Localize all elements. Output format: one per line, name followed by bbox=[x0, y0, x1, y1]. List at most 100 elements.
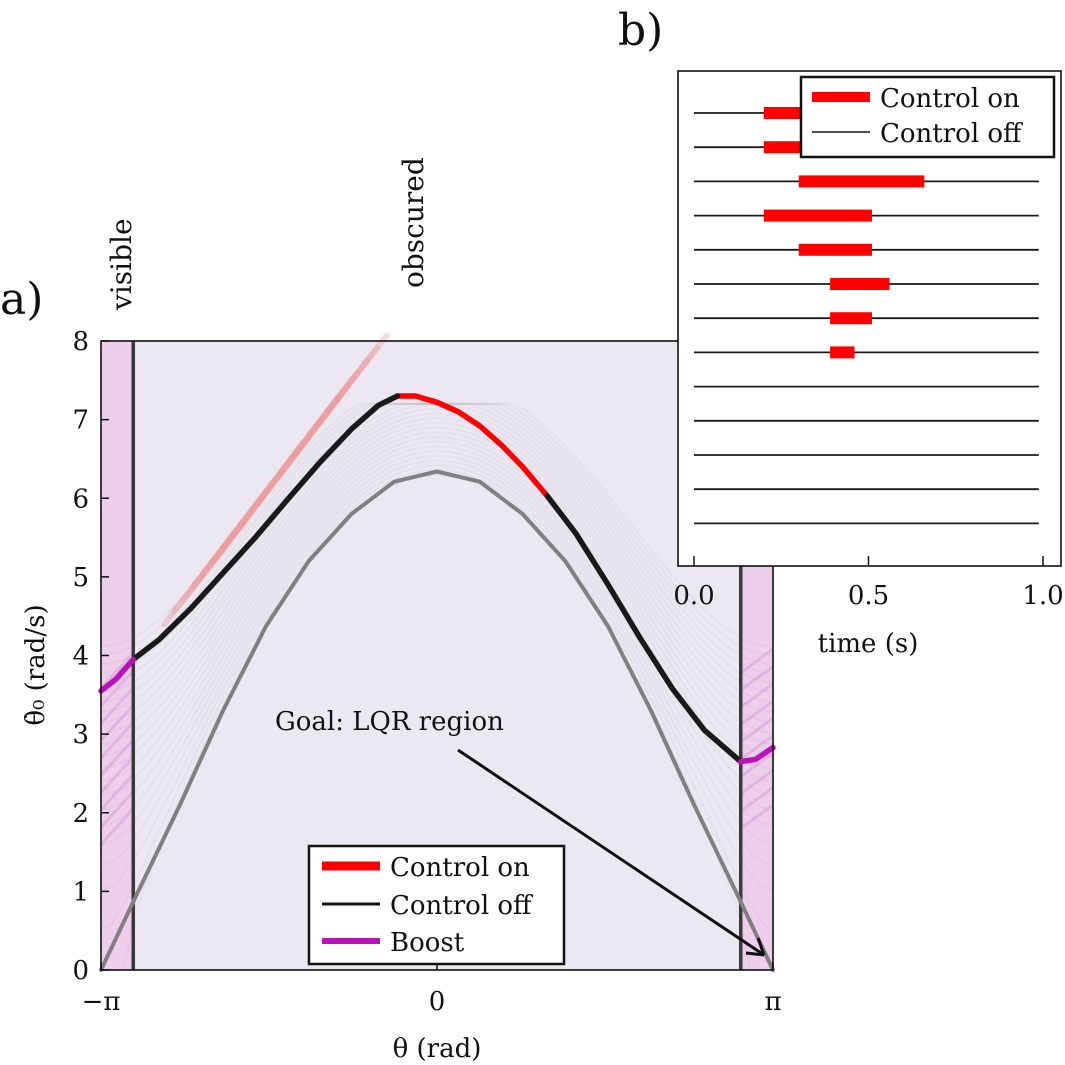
panel-label-b: b) bbox=[618, 5, 663, 56]
region-label-obscured: obscured bbox=[397, 157, 430, 288]
legend-a: Control on Control off Boost bbox=[307, 844, 566, 966]
legend-a-label-control-on: Control on bbox=[390, 853, 530, 883]
boost-fan-line bbox=[100, 807, 135, 846]
x-axis-label-a: θ (rad) bbox=[393, 1034, 482, 1064]
bundle-line bbox=[100, 426, 774, 757]
bundle-line bbox=[100, 412, 774, 724]
control-fan-line bbox=[324, 332, 390, 414]
goal-annotation: Goal: LQR region bbox=[275, 707, 766, 957]
goal-annotation-arrowhead bbox=[745, 937, 766, 957]
boost-line bbox=[98, 656, 137, 694]
control-on-bar bbox=[763, 209, 872, 222]
bundle-line bbox=[100, 407, 774, 713]
bundle-line bbox=[100, 417, 774, 735]
y-tick-label: 3 bbox=[72, 720, 89, 750]
bundle-line bbox=[100, 464, 774, 892]
trajectory-series bbox=[98, 393, 776, 972]
control-fan-line bbox=[190, 508, 255, 590]
boost-fan-line bbox=[739, 665, 774, 692]
x-tick-label-b: 1.0 bbox=[1022, 581, 1063, 611]
y-tick-label: 2 bbox=[72, 799, 89, 829]
boost-fan-line bbox=[739, 734, 774, 761]
y-tick-label: 1 bbox=[72, 877, 89, 907]
control-fan-line bbox=[219, 470, 284, 552]
control-fan-line bbox=[170, 533, 236, 615]
bundle-line bbox=[100, 435, 774, 783]
y-tick-label: 4 bbox=[72, 642, 89, 672]
legend-a-label-control-off: Control off bbox=[390, 891, 534, 921]
legend-b-label-control-on: Control on bbox=[880, 84, 1020, 114]
control-fan-line bbox=[180, 521, 246, 602]
boost-fan-line bbox=[739, 751, 774, 778]
control-fan-line bbox=[296, 370, 361, 451]
legend-b: Control on Control off bbox=[799, 75, 1056, 159]
boost-fan-line bbox=[739, 699, 774, 726]
bundle-line bbox=[100, 454, 774, 845]
control-fan-line bbox=[276, 395, 342, 477]
control-off-line bbox=[130, 393, 401, 663]
control-on-bar bbox=[763, 141, 806, 154]
control-on-bar bbox=[798, 243, 872, 256]
y-tick-label: 7 bbox=[72, 406, 89, 436]
boost-fan-line bbox=[739, 682, 774, 709]
y-tick-label: 0 bbox=[72, 956, 89, 986]
legend-a-label-boost: Boost bbox=[390, 928, 465, 958]
x-tick-label: 0 bbox=[429, 987, 446, 1017]
boost-fan-line bbox=[100, 686, 135, 725]
y-tick-label: 6 bbox=[72, 484, 89, 514]
boost-fan-line bbox=[100, 755, 135, 794]
boost-fan-line bbox=[739, 803, 774, 830]
control-fan-line bbox=[247, 433, 313, 514]
control-on-bar bbox=[798, 175, 925, 188]
control-on-line bbox=[394, 393, 550, 499]
x-tick-label-b: 0.5 bbox=[848, 581, 889, 611]
x-axis-label-b: time (s) bbox=[818, 629, 919, 659]
bundle-line bbox=[100, 440, 774, 796]
boost-line bbox=[737, 744, 776, 765]
boost-fan-line bbox=[100, 669, 135, 707]
boost-fan-line bbox=[100, 652, 135, 690]
y-tick-label: 8 bbox=[72, 327, 89, 357]
control-fan-line bbox=[238, 445, 304, 527]
control-fan-line bbox=[305, 357, 371, 439]
control-fan-line bbox=[257, 420, 323, 502]
y-axis-label-a: θ̇₀ (rad/s) bbox=[21, 604, 51, 725]
goal-annotation-arrow bbox=[457, 748, 765, 957]
control-fan-line bbox=[199, 496, 265, 577]
legend-b-box bbox=[799, 75, 1056, 159]
region-label-visible: visible bbox=[105, 218, 138, 311]
separatrix-line bbox=[99, 469, 775, 972]
legend-b-label-control-off: Control off bbox=[880, 119, 1024, 149]
x-tick-label: π bbox=[764, 987, 781, 1017]
boost-fan-line bbox=[739, 717, 774, 744]
control-fan-line bbox=[315, 345, 381, 426]
control-off-line bbox=[544, 493, 744, 765]
x-tick-label-b: 0.0 bbox=[673, 581, 714, 611]
panel-label-a: a) bbox=[0, 274, 43, 325]
bundle-line bbox=[100, 459, 774, 866]
control-fan-line bbox=[209, 483, 275, 565]
control-on-bar bbox=[830, 278, 890, 290]
control-on-bar bbox=[830, 346, 855, 359]
control-timeline-chart: 0.0 0.5 1.0 time (s) Control on Control of… bbox=[673, 70, 1064, 659]
control-fan-line bbox=[228, 458, 294, 539]
bundle-line bbox=[100, 421, 774, 746]
y-tick-label: 5 bbox=[72, 563, 89, 593]
boost-fan-line bbox=[100, 721, 135, 759]
x-tick-label: −π bbox=[82, 987, 121, 1017]
control-fan-line bbox=[286, 382, 352, 464]
bundle-line bbox=[100, 431, 774, 770]
control-fan-line bbox=[161, 546, 227, 628]
control-on-bar bbox=[830, 312, 872, 325]
boost-fan-line bbox=[100, 773, 135, 811]
bundle-line bbox=[101, 473, 773, 971]
boost-fan-line bbox=[739, 648, 774, 675]
boost-fan-line bbox=[739, 769, 774, 796]
control-on-bar bbox=[763, 107, 806, 119]
axis-ticks-b: 0.0 0.5 1.0 bbox=[673, 556, 1064, 611]
boost-fan-line bbox=[100, 790, 135, 828]
boost-fan-line bbox=[100, 738, 135, 777]
